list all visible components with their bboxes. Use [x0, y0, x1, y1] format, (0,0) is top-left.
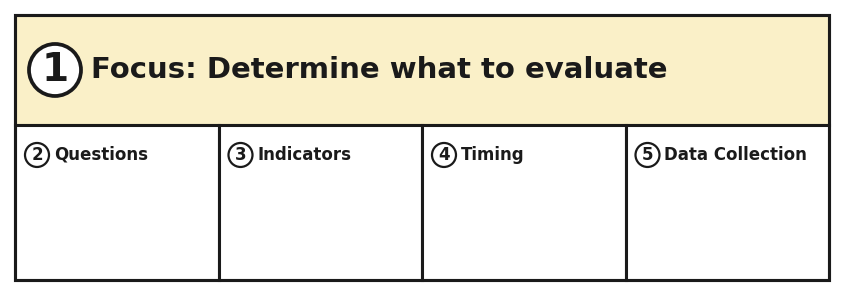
Circle shape	[229, 143, 252, 167]
Bar	[422, 125, 625, 280]
Circle shape	[25, 143, 49, 167]
Bar	[15, 15, 829, 280]
Text: 2: 2	[31, 146, 43, 164]
Bar	[15, 125, 219, 280]
Circle shape	[29, 44, 81, 96]
Bar	[219, 125, 422, 280]
Text: Focus: Determine what to evaluate: Focus: Determine what to evaluate	[91, 56, 668, 84]
Text: 3: 3	[235, 146, 246, 164]
Bar	[15, 15, 829, 125]
Text: 4: 4	[438, 146, 450, 164]
Text: Questions: Questions	[54, 146, 148, 164]
Circle shape	[432, 143, 456, 167]
Text: 5: 5	[641, 146, 653, 164]
Text: Timing: Timing	[461, 146, 525, 164]
Circle shape	[636, 143, 659, 167]
Text: Indicators: Indicators	[257, 146, 351, 164]
Bar	[625, 125, 829, 280]
Text: 1: 1	[41, 51, 68, 89]
Text: Data Collection: Data Collection	[664, 146, 808, 164]
